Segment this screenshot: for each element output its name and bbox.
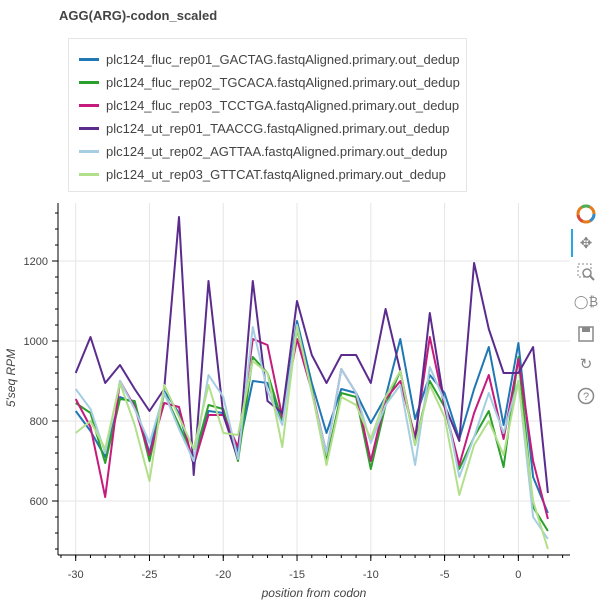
- y-axis-label: 5'seq RPM: [4, 349, 18, 407]
- active-tool-indicator: [571, 229, 573, 257]
- legend-item: plc124_fluc_rep03_TCCTGA.fastqAligned.pr…: [79, 95, 459, 115]
- toolbar: ✥ ◯₿ ↻ ?: [571, 203, 600, 413]
- legend-swatch: [79, 57, 99, 61]
- x-tick-label: -10: [363, 569, 379, 581]
- x-tick-label: -15: [289, 569, 305, 581]
- series-line-4: [74, 216, 549, 494]
- legend-item: plc124_ut_rep03_GTTCAT.fastqAligned.prim…: [79, 164, 446, 184]
- legend-label: plc124_ut_rep02_AGTTAA.fastqAligned.prim…: [106, 143, 448, 159]
- pan-icon[interactable]: ✥: [579, 235, 593, 252]
- y-tick-label: 600: [30, 496, 48, 508]
- legend-item: plc124_ut_rep01_TAACCG.fastqAligned.prim…: [79, 118, 450, 138]
- x-tick-label: -25: [142, 569, 158, 581]
- box-zoom-icon[interactable]: [576, 262, 596, 282]
- x-tick-label: -5: [440, 569, 450, 581]
- help-icon[interactable]: ?: [576, 386, 596, 406]
- legend-label: plc124_fluc_rep01_GACTAG.fastqAligned.pr…: [106, 51, 460, 67]
- legend-item: plc124_ut_rep02_AGTTAA.fastqAligned.prim…: [79, 141, 447, 161]
- legend-swatch: [79, 103, 99, 107]
- legend-swatch: [79, 126, 99, 130]
- legend-item: plc124_fluc_rep02_TGCACA.fastqAligned.pr…: [79, 72, 460, 92]
- series-line-1: [74, 320, 549, 514]
- legend-item: plc124_fluc_rep01_GACTAG.fastqAligned.pr…: [79, 49, 460, 69]
- svg-text:?: ?: [583, 391, 589, 403]
- x-axis-label: position from codon: [261, 586, 367, 600]
- legend-swatch: [79, 172, 99, 176]
- grid-lines: [58, 203, 570, 555]
- y-tick-label: 800: [30, 416, 48, 428]
- series-lines: [74, 216, 549, 550]
- legend: plc124_fluc_rep01_GACTAG.fastqAligned.pr…: [68, 38, 467, 192]
- legend-label: plc124_ut_rep01_TAACCG.fastqAligned.prim…: [106, 120, 450, 136]
- x-tick-label: 0: [515, 569, 521, 581]
- series-line-6: [75, 326, 549, 550]
- wheel-zoom-icon[interactable]: ◯₿: [573, 294, 599, 309]
- save-icon[interactable]: [576, 324, 596, 344]
- reset-icon[interactable]: ↻: [579, 356, 593, 373]
- y-tick-label: 1000: [24, 336, 48, 348]
- legend-label: plc124_fluc_rep03_TCCTGA.fastqAligned.pr…: [106, 97, 460, 113]
- axes: -30 -25 -20 -15 -10 -5 0 600 800 1000 1200: [24, 203, 570, 581]
- legend-label: plc124_ut_rep03_GTTCAT.fastqAligned.prim…: [106, 166, 446, 182]
- bokeh-logo-icon[interactable]: [576, 204, 596, 224]
- chart-title: AGG(ARG)-codon_scaled: [59, 8, 218, 23]
- legend-label: plc124_fluc_rep02_TGCACA.fastqAligned.pr…: [106, 74, 460, 90]
- legend-swatch: [79, 149, 99, 153]
- y-tick-label: 1200: [24, 256, 48, 268]
- legend-swatch: [79, 80, 99, 84]
- x-tick-label: -30: [68, 569, 84, 581]
- x-tick-label: -20: [215, 569, 231, 581]
